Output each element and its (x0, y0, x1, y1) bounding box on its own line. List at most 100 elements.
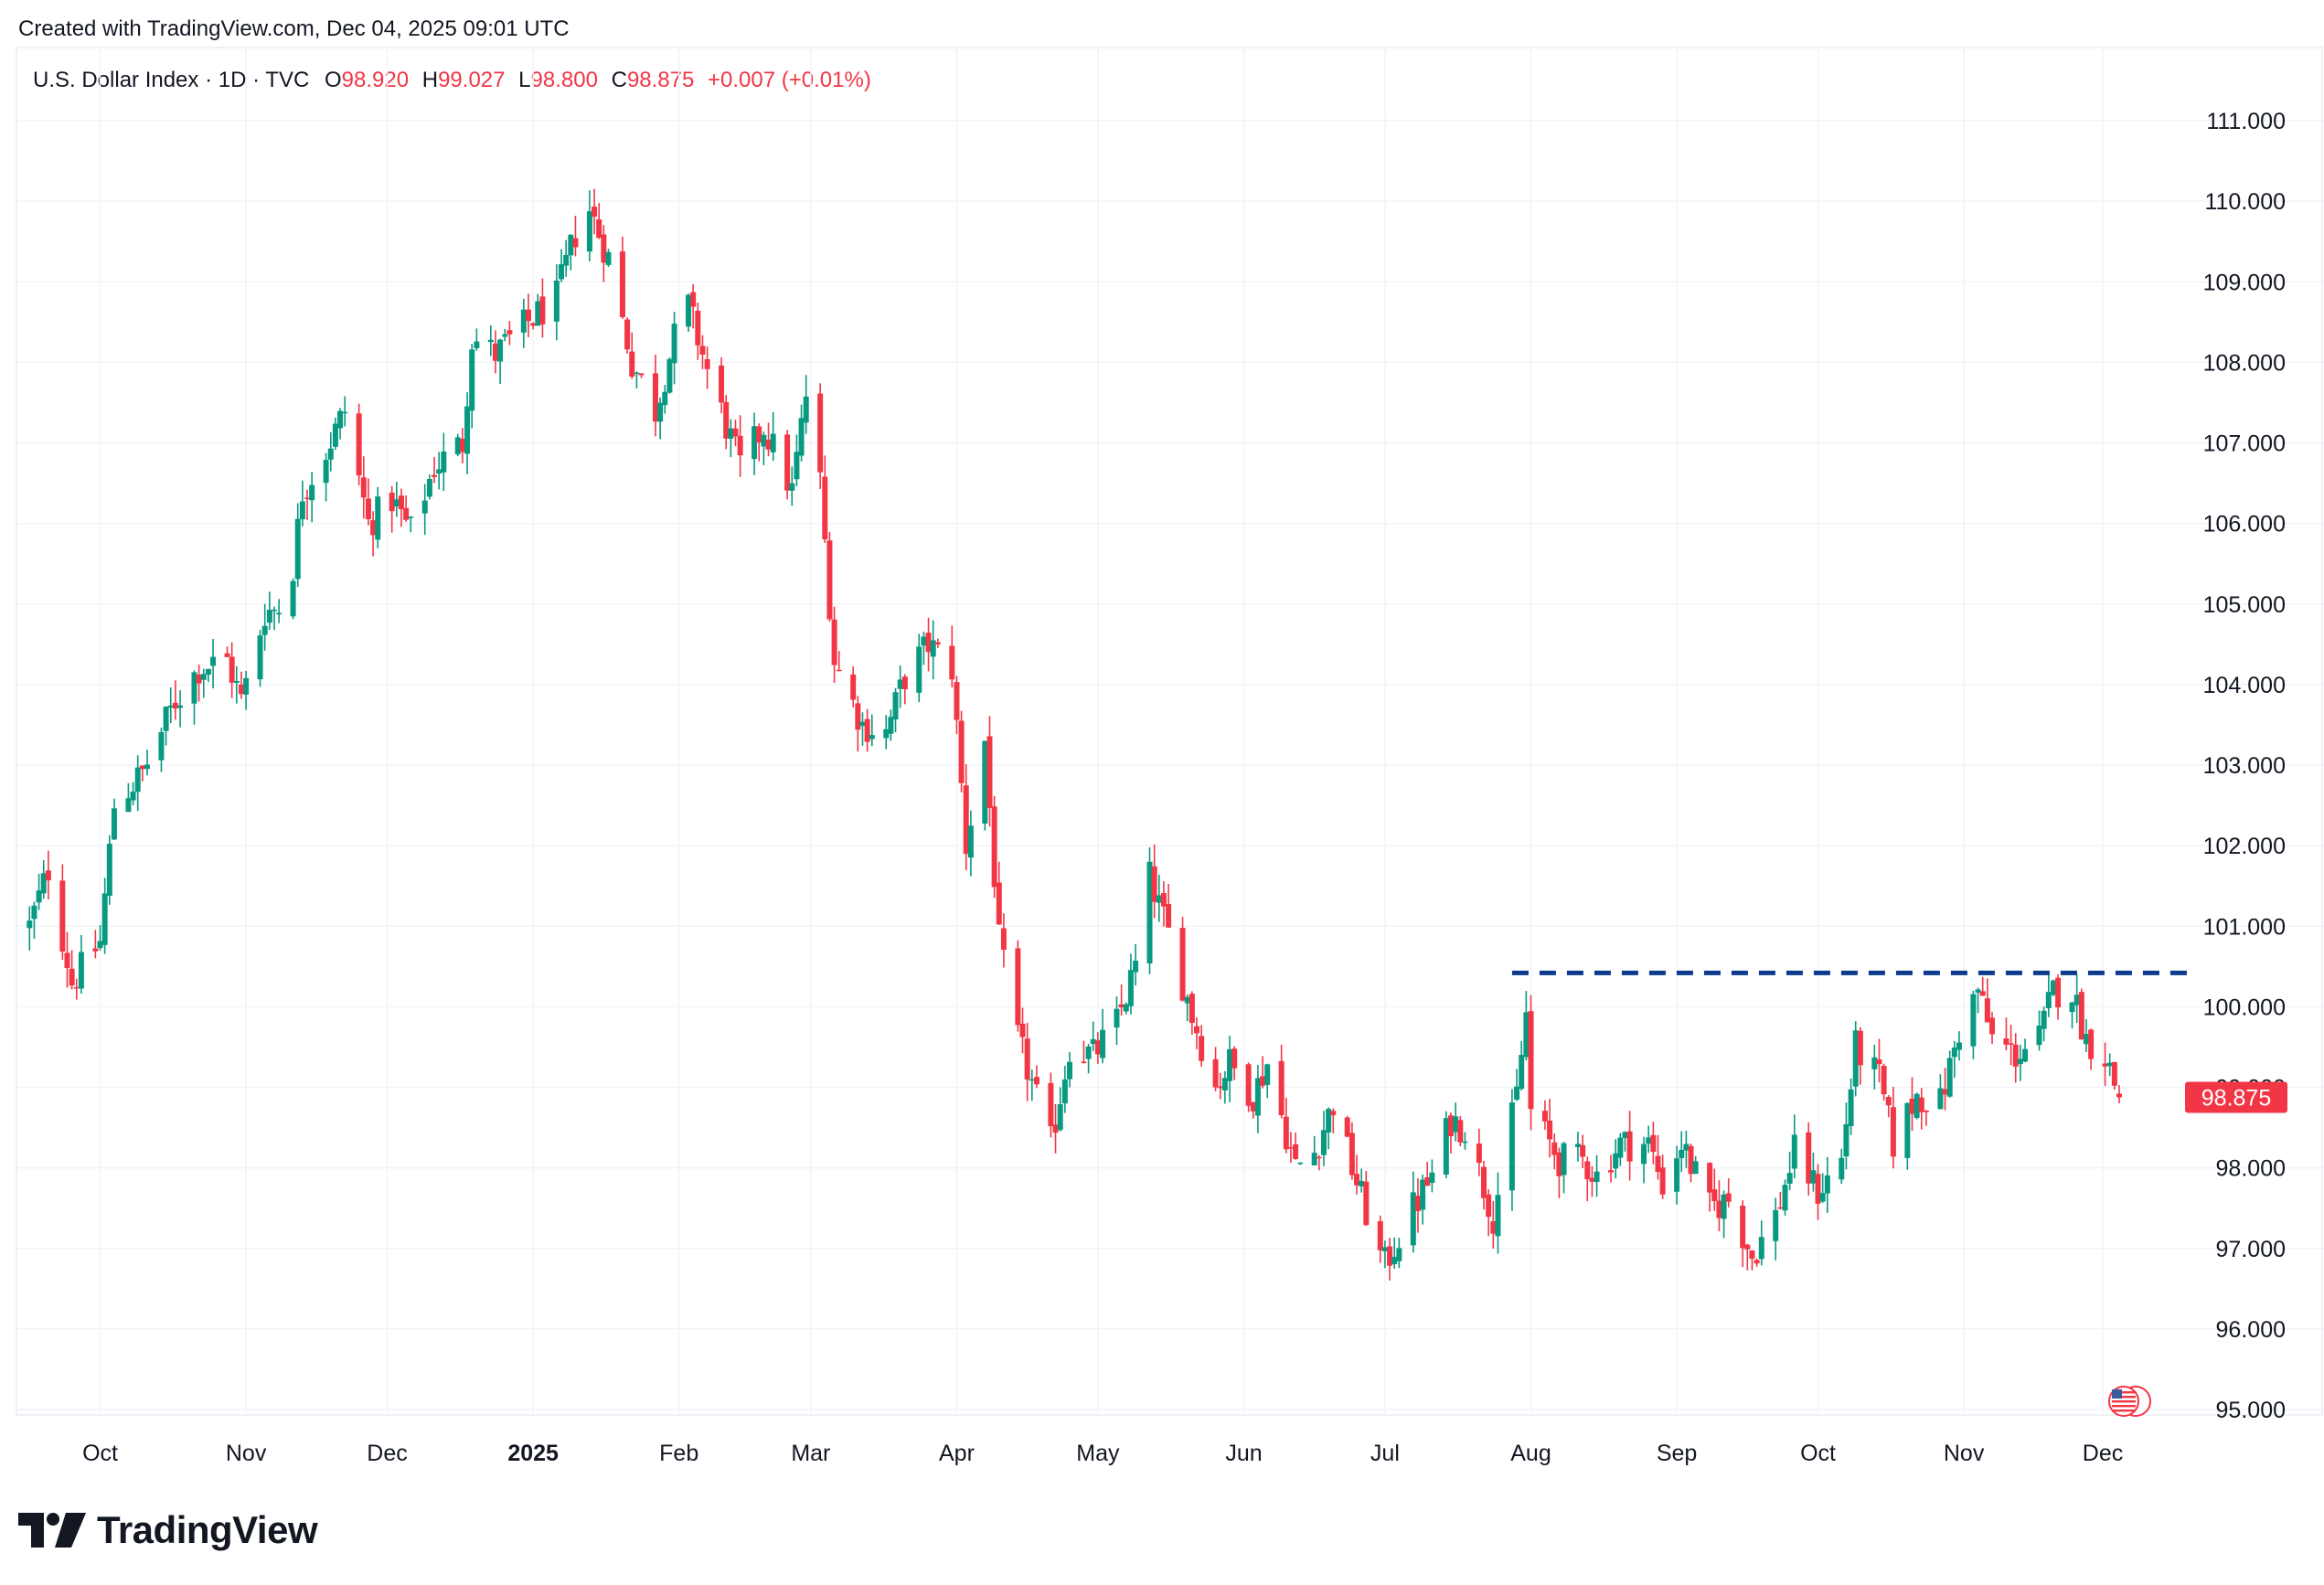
candle-body[interactable] (45, 870, 51, 881)
candle-body[interactable] (737, 435, 743, 456)
candle-body[interactable] (756, 426, 762, 442)
candle-body[interactable] (1975, 989, 1981, 993)
candle-body[interactable] (934, 642, 941, 644)
candle-body[interactable] (459, 439, 465, 452)
candle-body[interactable] (1716, 1200, 1722, 1218)
candle-body[interactable] (1447, 1115, 1454, 1137)
candle-body[interactable] (836, 669, 842, 672)
candle-body[interactable] (2055, 977, 2062, 1008)
candle-body[interactable] (1297, 1162, 1304, 1165)
candle-body[interactable] (1857, 1030, 1863, 1066)
candle-body[interactable] (1000, 928, 1007, 951)
candle-body[interactable] (403, 507, 410, 520)
candle-body[interactable] (1876, 1058, 1882, 1065)
candle-body[interactable] (2022, 1048, 2029, 1062)
candle-body[interactable] (1326, 1109, 1332, 1133)
candle-body[interactable] (1594, 1171, 1600, 1183)
candle-body[interactable] (954, 682, 960, 720)
candle-body[interactable] (421, 500, 428, 514)
candle-body[interactable] (502, 334, 508, 337)
candle-body[interactable] (1085, 1046, 1092, 1059)
candle-body[interactable] (686, 294, 692, 327)
candle-body[interactable] (1221, 1078, 1228, 1090)
candle-body[interactable] (657, 402, 664, 422)
candle-body[interactable] (393, 499, 400, 507)
candle-body[interactable] (1655, 1155, 1661, 1173)
candle-body[interactable] (1424, 1176, 1431, 1186)
candle-body[interactable] (1414, 1196, 1421, 1211)
candle-body[interactable] (770, 433, 776, 452)
candle-body[interactable] (1707, 1163, 1713, 1193)
candle-body[interactable] (1589, 1177, 1595, 1182)
candle-body[interactable] (619, 251, 625, 317)
candle-body[interactable] (1429, 1172, 1435, 1183)
candle-body[interactable] (1904, 1102, 1911, 1158)
candlestick-series[interactable] (27, 188, 2122, 1281)
candle-body[interactable] (822, 476, 828, 539)
candle-body[interactable] (1942, 1089, 1948, 1095)
candle-body[interactable] (332, 423, 338, 447)
candle-body[interactable] (2036, 1026, 2042, 1046)
candle-body[interactable] (1519, 1055, 1525, 1090)
candle-body[interactable] (2069, 1002, 2075, 1013)
candle-body[interactable] (337, 410, 344, 429)
candle-body[interactable] (1156, 895, 1162, 903)
candle-body[interactable] (2088, 1029, 2095, 1059)
candle-body[interactable] (375, 496, 381, 540)
candle-body[interactable] (1094, 1040, 1101, 1055)
candle-body[interactable] (719, 365, 725, 403)
candle-body[interactable] (798, 418, 805, 456)
candle-body[interactable] (892, 692, 899, 720)
candle-body[interactable] (831, 619, 837, 665)
candle-body[interactable] (304, 497, 311, 499)
candle-body[interactable] (1881, 1066, 1887, 1095)
candle-body[interactable] (1871, 1057, 1878, 1069)
candle-body[interactable] (1410, 1192, 1416, 1246)
candle-body[interactable] (634, 372, 640, 375)
candle-body[interactable] (1885, 1097, 1892, 1106)
candle-body[interactable] (205, 668, 211, 675)
candle-body[interactable] (1740, 1206, 1746, 1249)
candle-body[interactable] (134, 767, 141, 792)
candle-body[interactable] (1081, 1061, 1087, 1063)
candle-body[interactable] (535, 301, 541, 326)
candle-body[interactable] (1354, 1174, 1360, 1186)
candle-body[interactable] (1951, 1048, 1957, 1058)
candle-body[interactable] (506, 330, 513, 335)
candle-body[interactable] (40, 873, 47, 894)
candle-body[interactable] (454, 437, 461, 454)
candle-body[interactable] (563, 254, 570, 266)
candle-body[interactable] (855, 703, 861, 730)
candle-body[interactable] (1815, 1174, 1821, 1204)
candle-body[interactable] (888, 717, 894, 734)
candle-body[interactable] (1133, 960, 1139, 973)
candle-body[interactable] (1584, 1161, 1591, 1180)
candle-body[interactable] (1090, 1038, 1096, 1045)
candle-body[interactable] (1193, 1026, 1199, 1034)
candle-body[interactable] (229, 656, 235, 683)
candle-body[interactable] (196, 675, 202, 684)
candle-body[interactable] (1679, 1149, 1685, 1158)
candle-body[interactable] (2102, 1063, 2108, 1067)
candle-body[interactable] (1127, 970, 1134, 1006)
candle-body[interactable] (1773, 1209, 1779, 1241)
candle-body[interactable] (1443, 1118, 1449, 1175)
candle-body[interactable] (901, 676, 908, 690)
candle-body[interactable] (864, 718, 870, 742)
candle-body[interactable] (2017, 1058, 2023, 1065)
candle-body[interactable] (1725, 1193, 1732, 1202)
candle-body[interactable] (859, 721, 866, 727)
candle-body[interactable] (432, 474, 438, 477)
candle-body[interactable] (1189, 994, 1195, 1024)
candle-body[interactable] (1495, 1195, 1501, 1237)
candle-body[interactable] (125, 798, 132, 813)
candle-body[interactable] (1937, 1088, 1944, 1110)
candle-body[interactable] (101, 893, 108, 945)
candle-body[interactable] (1918, 1097, 1924, 1112)
candle-body[interactable] (1184, 996, 1190, 1004)
candle-body[interactable] (1622, 1132, 1628, 1138)
candle-body[interactable] (1923, 1110, 1929, 1112)
candle-body[interactable] (1420, 1179, 1426, 1210)
candle-body[interactable] (1528, 1011, 1534, 1110)
